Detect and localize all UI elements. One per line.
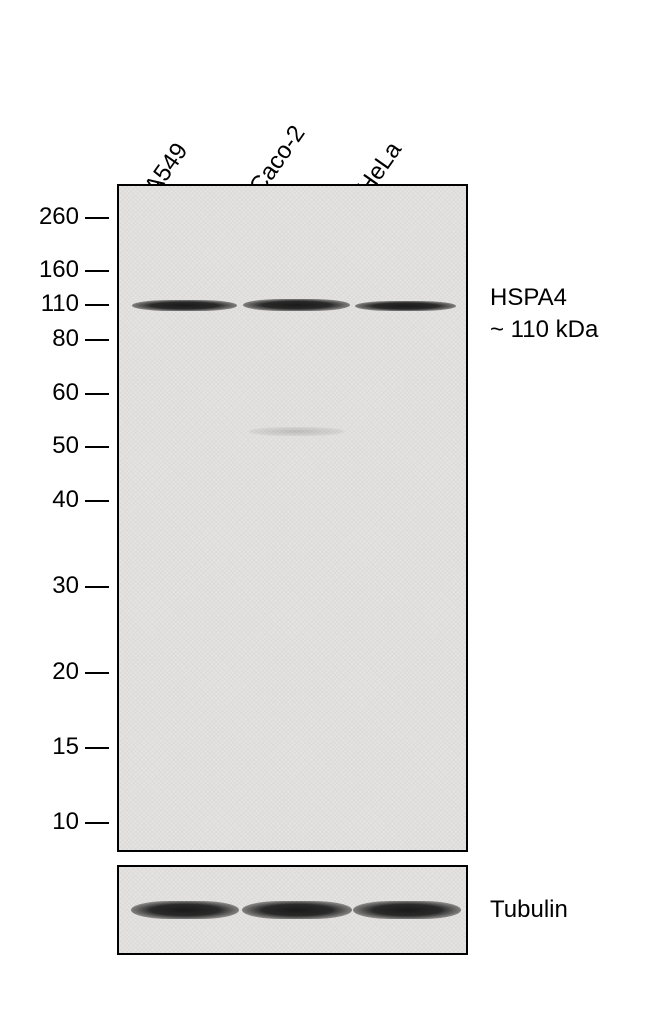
ladder-tick-mark [85, 672, 109, 674]
ladder-tick-mark [85, 747, 109, 749]
ladder-tick-label: 110 [29, 290, 79, 318]
tubulin-band-caco2 [242, 901, 352, 919]
ladder-tick-label: 260 [29, 203, 79, 231]
blot-noise [119, 186, 466, 850]
ladder-tick-label: 30 [29, 572, 79, 600]
tubulin-band-hela [353, 901, 461, 919]
ladder-tick-mark [85, 270, 109, 272]
hspa4-band-caco2 [243, 299, 350, 311]
ladder-tick-mark [85, 304, 109, 306]
ladder-tick-mark [85, 586, 109, 588]
ladder-tick-label: 160 [29, 256, 79, 284]
ladder-tick-mark [85, 500, 109, 502]
ladder-tick-mark [85, 339, 109, 341]
target-label: HSPA4 [490, 284, 567, 312]
ladder-tick-mark [85, 393, 109, 395]
target-mw-label: ~ 110 kDa [490, 316, 598, 344]
figure-container: { "figure": { "type": "western-blot", "b… [0, 0, 650, 1021]
control-label: Tubulin [490, 896, 568, 924]
control-blot [117, 865, 468, 955]
ladder-tick-label: 15 [29, 733, 79, 761]
ladder-tick-mark [85, 217, 109, 219]
ladder-tick-mark [85, 822, 109, 824]
ladder-tick-label: 40 [29, 486, 79, 514]
ladder-tick-label: 10 [29, 808, 79, 836]
faint-band-caco2 [249, 427, 344, 436]
ladder-tick-label: 80 [29, 325, 79, 353]
tubulin-band-a549 [131, 901, 239, 919]
ladder-tick-label: 60 [29, 379, 79, 407]
ladder-tick-mark [85, 446, 109, 448]
hspa4-band-a549 [132, 300, 237, 311]
ladder-tick-label: 50 [29, 432, 79, 460]
main-blot [117, 184, 468, 852]
hspa4-band-hela [355, 301, 456, 311]
ladder-tick-label: 20 [29, 658, 79, 686]
